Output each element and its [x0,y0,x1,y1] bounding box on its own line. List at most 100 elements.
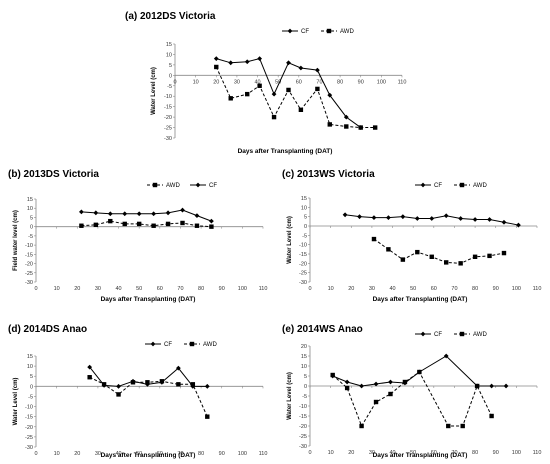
legend-marker [420,331,426,337]
data-point-awd [257,83,262,88]
legend: CF AWD [415,331,487,338]
x-tick-label: 40 [254,79,260,85]
data-point-cf [107,211,113,217]
x-tick-label: 40 [115,286,121,292]
x-tick-label: 20 [348,286,354,292]
x-tick-label: 70 [451,450,457,456]
x-tick-label: 50 [410,450,416,456]
y-tick-label: -30 [299,280,307,286]
x-tick-label: 80 [472,286,478,292]
x-axis-label: Days after Transplanting (DAT) [373,452,468,459]
data-point-cf [122,211,128,217]
series-line-awd [215,66,376,129]
chart-title: (a) 2012DS Victoria [125,11,216,22]
data-point-cf [286,60,291,66]
data-point-awd [315,86,320,92]
y-tick-label: -5 [302,233,307,239]
x-tick-label: 20 [74,451,80,457]
data-point-cf [79,209,84,215]
y-tick-label: -10 [25,405,33,411]
x-tick-label: 70 [177,286,183,292]
data-point-cf [204,383,210,389]
data-point-awd [446,423,451,429]
data-point-cf [443,213,449,219]
legend-marker [326,28,332,34]
data-point-awd [460,423,465,429]
y-tick-label: -20 [25,425,33,431]
series-line-awd [373,238,505,264]
x-tick-label: 100 [377,79,386,85]
data-point-awd [116,392,121,397]
data-point-cf [228,60,234,66]
x-tick-label: 110 [533,450,542,456]
data-point-cf [400,214,406,220]
data-point-cf [151,211,157,217]
x-tick-label: 0 [173,79,176,85]
data-point-awd [358,125,363,130]
legend-label: CF [209,183,217,189]
y-tick-label: -25 [164,126,172,132]
y-tick-label: -5 [28,394,33,400]
y-tick-label: -5 [167,84,172,90]
y-tick-label: 0 [304,384,307,390]
x-tick-label: 20 [74,286,80,292]
y-tick-label: -25 [25,271,33,277]
x-tick-label: 50 [410,286,416,292]
data-point-cf [489,383,494,389]
legend-marker [189,341,195,347]
data-point-awd [327,122,332,127]
data-point-cf [298,65,304,71]
data-point-awd [151,223,156,228]
data-point-cf [271,91,277,97]
data-point-awd [489,413,494,419]
data-point-cf [472,217,478,222]
data-point-cf [180,207,185,213]
chart-panel-3: (c) 2013WS Victoria151050-5-10-15-20-25-… [282,169,541,303]
y-tick-label: -30 [164,136,172,142]
x-tick-label: 30 [234,79,240,85]
data-point-awd [165,221,171,227]
y-tick-label: 5 [304,374,307,380]
y-tick-label: -20 [299,261,307,267]
data-point-awd [130,380,136,385]
x-tick-label: 100 [238,451,247,457]
legend-label: AWD [166,183,180,189]
series-cf [79,207,214,224]
x-tick-label: 80 [472,450,478,456]
data-point-cf [443,353,449,359]
series-awd [79,218,214,229]
data-point-cf [386,215,391,220]
chart-panel-1: (a) 2012DS Victoria151050-5-10-15-20-25-… [125,11,406,155]
y-tick-label: 5 [30,215,33,221]
y-tick-label: -20 [25,262,33,268]
data-point-awd [386,247,391,252]
legend-marker [287,28,293,34]
y-tick-label: -5 [28,234,33,240]
x-tick-label: 90 [358,79,364,85]
x-tick-label: 110 [259,286,268,292]
y-tick-label: 15 [27,197,33,203]
series-awd [330,369,494,429]
legend: CF AWD [415,182,487,189]
data-point-awd [330,372,335,378]
x-tick-label: 60 [157,286,163,292]
x-tick-label: 40 [115,451,121,457]
x-tick-label: 50 [136,451,142,457]
y-tick-label: -5 [302,394,307,400]
y-tick-label: -10 [164,94,172,100]
y-tick-label: -25 [299,434,307,440]
x-tick-label: 20 [348,450,354,456]
series-cf [213,56,364,130]
y-tick-label: 0 [30,384,33,390]
y-tick-label: 15 [301,354,307,360]
data-point-cf [359,383,364,389]
y-tick-label: -10 [25,243,33,249]
series-awd [214,64,378,130]
data-point-awd [429,254,434,259]
data-point-cf [373,381,379,387]
x-tick-label: 0 [308,450,311,456]
x-tick-label: 100 [238,286,247,292]
data-point-awd [458,261,463,266]
